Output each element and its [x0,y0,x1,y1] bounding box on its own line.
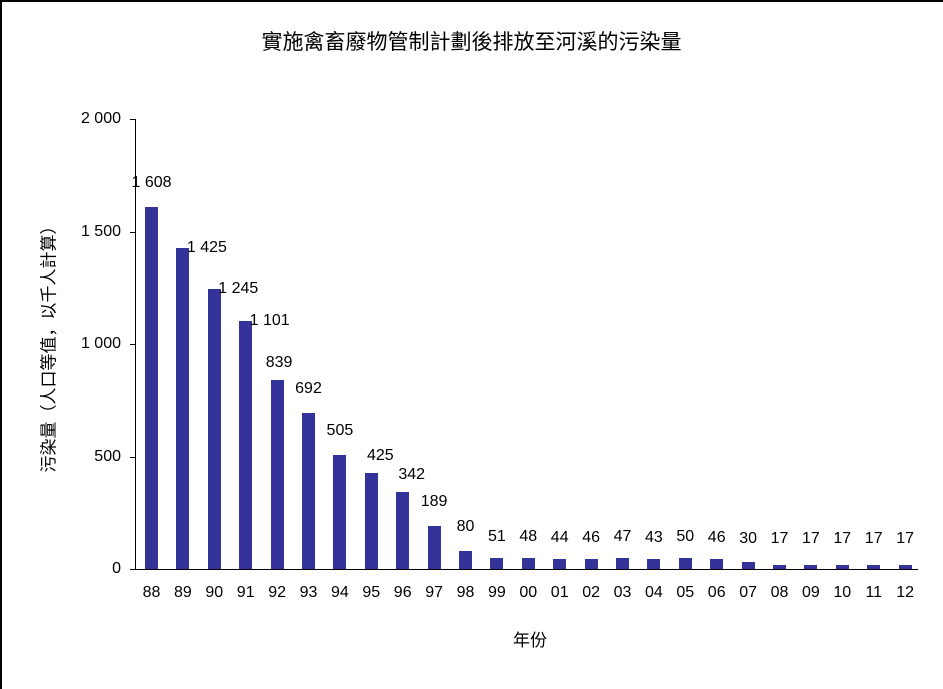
y-tick-label: 500 [94,447,121,465]
bar-99 [490,557,504,569]
bar-09 [804,565,818,569]
y-tick [130,119,136,120]
y-tick [130,344,136,345]
bar-08 [773,565,786,569]
x-tick-label: 88 [142,584,161,601]
bar-04 [647,559,661,569]
bar-value-label: 30 [739,530,757,547]
x-tick-label: 06 [707,584,726,601]
y-tick-label: 1 000 [80,335,121,352]
bar-value-label: 80 [456,518,475,535]
bar-value-label: 17 [896,530,914,547]
bar-00 [521,558,535,569]
bar-value-label: 1 425 [186,239,227,257]
bar-value-label: 46 [582,528,600,546]
y-tick [130,231,136,233]
x-tick-label: 02 [582,584,600,601]
bar-value-label: 44 [550,529,569,547]
x-tick-label: 03 [613,584,632,601]
bar-98 [459,551,472,569]
bar-value-label: 342 [398,466,426,484]
bar-value-label: 43 [644,529,663,547]
y-tick [130,456,136,458]
bar-95 [364,473,378,569]
x-tick-label: 01 [550,584,569,601]
bar-value-label: 425 [366,447,394,465]
bar-value-label: 17 [801,530,820,547]
x-axis-line [135,569,918,570]
x-tick-label: 08 [770,584,789,601]
bar-12 [898,565,912,569]
bar-value-label: 1 245 [218,279,259,297]
x-tick-label: 96 [393,584,412,601]
bar-value-label: 189 [420,493,448,511]
x-tick-label: 07 [739,584,757,601]
x-tick-label: 10 [833,584,852,601]
bar-97 [427,526,441,569]
bar-88 [145,207,158,569]
x-tick-label: 00 [519,584,538,601]
x-tick-label: 09 [801,584,820,601]
x-tick-label: 97 [425,584,443,601]
bar-90 [207,288,221,569]
y-tick-label: 1 500 [80,222,121,240]
x-tick-label: 98 [456,584,475,601]
bar-value-label: 51 [487,527,506,545]
chart-title: 實施禽畜廢物管制計劃後排放至河溪的污染量 [261,30,682,54]
bar-10 [835,565,849,569]
x-tick-label: 11 [865,584,882,601]
bar-value-label: 17 [864,530,883,547]
x-tick-label: 94 [330,584,349,601]
x-tick-label: 90 [205,584,224,601]
y-tick-label: 0 [112,560,121,577]
x-tick-label: 92 [268,584,286,601]
x-tick-label: 05 [676,584,695,601]
bar-03 [616,558,629,569]
bar-93 [302,413,315,569]
x-tick-label: 12 [896,584,914,601]
bar-06 [710,558,724,569]
bar-11 [867,565,881,569]
bar-value-label: 505 [326,422,354,440]
bar-value-label: 17 [833,530,852,547]
bar-94 [333,455,347,569]
bar-05 [678,557,692,569]
bar-value-label: 839 [265,354,293,372]
bar-02 [584,558,598,569]
bar-01 [553,559,567,569]
bar-value-label: 47 [613,528,632,546]
y-tick [130,569,136,570]
bar-92 [270,380,284,569]
bar-value-label: 17 [770,530,789,547]
bar-96 [396,492,410,569]
bar-value-label: 46 [707,528,726,546]
bar-91 [239,321,253,569]
bar-value-label: 50 [676,527,695,545]
x-axis-title: 年份 [513,631,547,651]
x-tick-label: 93 [299,584,318,601]
bar-value-label: 1 608 [131,174,172,192]
bar-07 [741,562,755,569]
x-tick-label: 91 [236,584,255,601]
bar-value-label: 692 [295,380,322,398]
x-tick-label: 89 [173,584,192,601]
x-tick-label: 99 [487,584,506,601]
y-tick-label: 2 000 [80,110,121,127]
x-tick-label: 04 [644,584,663,601]
x-tick-label: 95 [362,584,381,601]
bar-value-label: 1 101 [249,312,290,330]
bar-89 [176,248,190,569]
bar-value-label: 48 [519,528,538,546]
